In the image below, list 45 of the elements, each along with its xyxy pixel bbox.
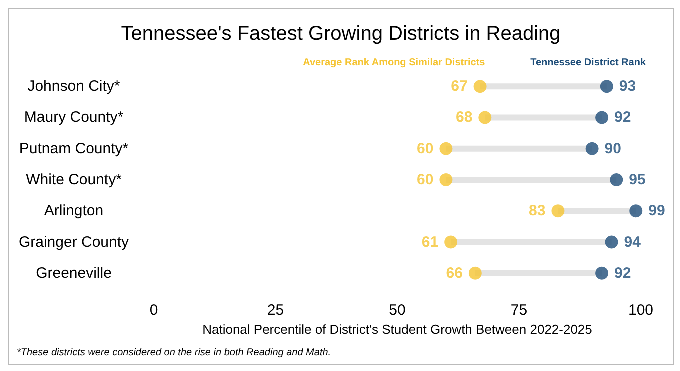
x-tick-label: 25: [267, 302, 284, 319]
point: [596, 111, 609, 124]
data-label: 60: [417, 140, 434, 158]
data-label: 95: [629, 172, 646, 188]
data-label: 68: [456, 109, 473, 126]
point: [605, 236, 618, 249]
point: [600, 80, 614, 94]
point: [474, 80, 487, 94]
data-label: 93: [619, 78, 636, 96]
data-label: 90: [604, 140, 622, 158]
y-tick-label: Grainger County: [18, 234, 130, 251]
point: [478, 111, 492, 124]
data-label: 60: [417, 172, 434, 188]
data-label: 83: [529, 202, 546, 220]
data-label: 61: [422, 234, 439, 251]
y-tick-label: Putnam County*: [19, 140, 129, 158]
chart-title: Tennessee's Fastest Growing Districts in Reading: [121, 23, 561, 45]
y-tick-label: Greeneville: [36, 264, 112, 282]
point: [440, 174, 453, 186]
data-label: 94: [624, 234, 642, 251]
point: [586, 142, 599, 156]
point: [468, 266, 482, 280]
x-tick-label: 75: [510, 302, 528, 319]
point: [596, 266, 609, 280]
data-label: 92: [614, 109, 632, 126]
text: Tennessee District Rank: [530, 58, 646, 68]
x-tick-label: 50: [389, 302, 406, 319]
point: [552, 204, 565, 218]
data-label: 99: [648, 202, 666, 220]
y-tick-label: Johnson City*: [28, 78, 120, 96]
data-label: 66: [446, 264, 463, 282]
data-label: 67: [451, 78, 468, 96]
point: [610, 174, 624, 186]
point: [444, 236, 458, 249]
x-tick-label: 100: [628, 302, 654, 319]
text: *These districts were considered on the rise in both Reading and Math.: [17, 348, 332, 358]
y-tick-label: Arlington: [44, 202, 104, 220]
x-tick-label: 0: [150, 302, 158, 319]
series-label: Average Rank Among Similar Districts: [303, 58, 486, 68]
data-label: 92: [614, 264, 632, 282]
x-axis-title: National Percentile of District's Student Growth Between 2022-2025: [202, 322, 592, 337]
y-tick-label: Maury County*: [24, 109, 124, 126]
point: [440, 142, 453, 156]
y-tick-label: White County*: [26, 172, 122, 188]
point: [630, 204, 643, 218]
